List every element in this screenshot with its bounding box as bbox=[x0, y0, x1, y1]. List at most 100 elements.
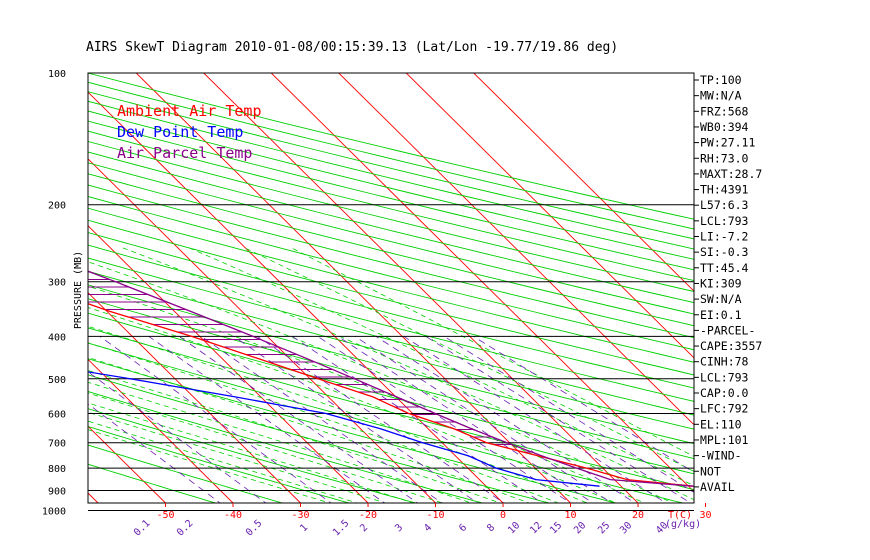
mixing-ratio-line bbox=[178, 336, 419, 503]
dry-adiabat-line bbox=[88, 327, 694, 491]
stability-index-label: MPL:101 bbox=[700, 433, 749, 447]
dry-adiabat-line bbox=[88, 207, 694, 363]
isotherm-line bbox=[338, 73, 694, 426]
dry-adiabat-line bbox=[88, 184, 694, 339]
stability-index-label: LFC:792 bbox=[700, 402, 748, 416]
chart-title: AIRS SkewT Diagram 2010-01-08/00:15:39.1… bbox=[86, 40, 618, 55]
stability-index-label: CAP:0.0 bbox=[700, 386, 749, 400]
dry-adiabat-line bbox=[88, 120, 694, 271]
mixing-ratio-line bbox=[99, 336, 332, 503]
dry-adiabat-line bbox=[88, 298, 694, 460]
mixing-ratio-label: 2 bbox=[358, 522, 370, 534]
mixing-ratio-label: 25 bbox=[596, 520, 612, 536]
dry-adiabat-line bbox=[88, 270, 694, 430]
mixing-ratio-label: 8 bbox=[485, 522, 497, 534]
isotherm-line bbox=[88, 291, 301, 503]
mixing-ratio-label: 1.5 bbox=[331, 518, 352, 539]
stability-index-label: SI:-0.3 bbox=[700, 245, 749, 259]
dry-adiabat-line bbox=[88, 151, 694, 304]
moist-adiabat-line bbox=[187, 246, 694, 487]
mixing-ratio-line bbox=[317, 336, 572, 503]
mixing-ratio-label: 12 bbox=[528, 520, 544, 536]
mixing-ratio-label: 0.5 bbox=[244, 518, 265, 539]
dry-adiabat-line bbox=[88, 463, 218, 503]
moist-adiabat-line bbox=[88, 392, 444, 503]
dry-adiabat-line bbox=[88, 426, 351, 503]
dry-adiabat-line bbox=[88, 130, 694, 281]
dry-adiabat-line bbox=[88, 173, 694, 327]
pressure-tick-label: 400 bbox=[48, 332, 66, 343]
moist-adiabat-line bbox=[88, 357, 531, 503]
pressure-tick-label: 200 bbox=[48, 201, 66, 212]
mixing-ratio-label: 20 bbox=[572, 520, 588, 536]
legend-entry: Ambient Air Temp bbox=[117, 102, 262, 120]
dry-adiabat-line bbox=[88, 196, 694, 351]
dry-adiabat-line bbox=[88, 100, 694, 250]
dry-adiabat-line bbox=[88, 140, 694, 292]
isotherm-line bbox=[270, 73, 694, 493]
bottom-temp-tick-label: 10 bbox=[565, 510, 577, 521]
pressure-tick-label: 1000 bbox=[42, 507, 66, 518]
stability-index-label: WB0:394 bbox=[700, 120, 749, 134]
stability-index-label: MW:N/A bbox=[700, 89, 742, 103]
stability-index-label: -WIND- bbox=[700, 449, 742, 463]
stability-index-label: RH:73.0 bbox=[700, 151, 749, 165]
stability-index-label: TH:4391 bbox=[700, 183, 749, 197]
mixing-ratio-line bbox=[473, 336, 694, 473]
moist-adiabat-line bbox=[242, 246, 694, 472]
bottom-temp-tick-label: -10 bbox=[426, 510, 444, 521]
pressure-tick-label: 100 bbox=[48, 69, 66, 80]
mixing-ratio-line bbox=[425, 336, 692, 503]
mixing-ratio-line bbox=[201, 336, 443, 503]
pressure-tick-label: 900 bbox=[48, 486, 66, 497]
mixing-ratio-line bbox=[88, 371, 267, 503]
stability-index-label: L57:6.3 bbox=[700, 198, 749, 212]
stability-index-label: NOT bbox=[700, 464, 721, 478]
stability-index-label: KI:309 bbox=[700, 276, 742, 290]
isotherm-line bbox=[473, 73, 694, 292]
isotherm-line bbox=[88, 91, 504, 503]
dry-adiabat-line bbox=[88, 358, 618, 503]
pressure-tick-label: 700 bbox=[48, 439, 66, 450]
dry-adiabat-line bbox=[88, 374, 552, 503]
pressure-tick-label: 500 bbox=[48, 375, 66, 386]
stability-index-label: CINH:78 bbox=[700, 355, 749, 369]
isotherm-line bbox=[203, 73, 639, 503]
pressure-tick-label: 600 bbox=[48, 409, 66, 420]
bottom-temp-tick-label: -30 bbox=[291, 510, 309, 521]
moist-adiabat-line bbox=[88, 342, 560, 503]
moist-adiabat-line bbox=[88, 307, 617, 503]
dry-adiabat-line bbox=[88, 244, 694, 402]
stability-index-label: LCL:793 bbox=[700, 370, 749, 384]
mixing-ratio-line bbox=[88, 403, 221, 503]
moist-adiabat-line bbox=[88, 261, 674, 503]
mixing-ratio-label: 1 bbox=[298, 522, 310, 534]
bottom-temp-tick-label: -20 bbox=[359, 510, 377, 521]
isotherm-line bbox=[0, 73, 31, 503]
mixing-ratio-line bbox=[233, 336, 479, 503]
mixing-ratio-line bbox=[354, 336, 613, 503]
mixing-ratio-label: 6 bbox=[457, 522, 469, 534]
series-line bbox=[88, 270, 694, 487]
stability-index-label: EI:0.1 bbox=[700, 308, 742, 322]
stability-index-label: -PARCEL- bbox=[700, 323, 755, 337]
stability-index-label: CAPE:3557 bbox=[700, 339, 762, 353]
legend-entry: Air Parcel Temp bbox=[117, 144, 252, 162]
bottom-axis-label: T(C) bbox=[668, 510, 692, 521]
stability-index-label: EL:110 bbox=[700, 417, 742, 431]
isotherm-line bbox=[88, 358, 234, 503]
y-axis-label: PRESSURE (MB) bbox=[73, 251, 84, 329]
series-line bbox=[88, 371, 600, 487]
mixing-ratio-label: 0.1 bbox=[132, 518, 153, 539]
dry-adiabat-line bbox=[88, 219, 694, 376]
pressure-tick-label: 800 bbox=[48, 464, 66, 475]
isotherm-line bbox=[88, 225, 369, 503]
legend-entry: Dew Point Temp bbox=[117, 123, 243, 141]
mixing-ratio-line bbox=[403, 336, 667, 503]
dry-adiabat-line bbox=[88, 162, 694, 315]
dry-adiabat-line bbox=[88, 110, 694, 260]
stability-index-label: MAXT:28.7 bbox=[700, 167, 762, 181]
dry-adiabat-line bbox=[88, 408, 418, 503]
bottom-temp-tick-label: 0 bbox=[500, 510, 506, 521]
